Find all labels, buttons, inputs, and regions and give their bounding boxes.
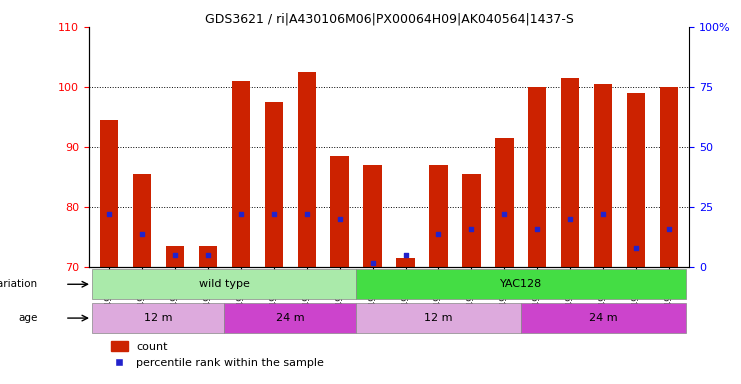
Point (663, 226, 675, 232)
Text: 12 m: 12 m (425, 313, 453, 323)
Bar (199, 246, 216, 267)
Point (103, 211, 115, 217)
Point (333, 216, 345, 222)
Bar (224, 303, 356, 333)
Text: age: age (19, 313, 38, 323)
Bar (521, 303, 686, 333)
Bar (330, 156, 348, 267)
Text: 12 m: 12 m (144, 313, 173, 323)
Legend: count, percentile rank within the sample: count, percentile rank within the sample (107, 336, 329, 372)
Bar (92, 303, 224, 333)
Point (597, 211, 609, 217)
Bar (528, 87, 547, 267)
Bar (364, 165, 382, 267)
Point (169, 252, 181, 258)
Bar (92, 269, 356, 300)
Bar (496, 138, 514, 267)
Point (136, 231, 147, 237)
Text: 24 m: 24 m (589, 313, 618, 323)
Point (399, 252, 411, 258)
Bar (231, 81, 250, 267)
Text: genotype/variation: genotype/variation (0, 279, 38, 289)
Bar (165, 246, 184, 267)
Bar (133, 174, 150, 267)
Point (367, 260, 379, 266)
Point (531, 226, 543, 232)
Bar (356, 269, 686, 300)
Point (202, 252, 213, 258)
Bar (462, 174, 481, 267)
Title: GDS3621 / ri|A430106M06|PX00064H09|AK040564|1437-S: GDS3621 / ri|A430106M06|PX00064H09|AK040… (205, 13, 574, 26)
Point (631, 245, 642, 251)
Point (268, 211, 279, 217)
Point (499, 211, 511, 217)
Bar (396, 258, 414, 267)
Text: YAC128: YAC128 (500, 279, 542, 289)
Bar (265, 102, 282, 267)
Point (565, 216, 576, 222)
Bar (628, 93, 645, 267)
Bar (660, 87, 679, 267)
Bar (297, 72, 316, 267)
Text: 24 m: 24 m (276, 313, 305, 323)
Bar (430, 165, 448, 267)
Point (235, 211, 247, 217)
Bar (594, 84, 613, 267)
Point (433, 231, 445, 237)
Point (465, 226, 477, 232)
Point (301, 211, 313, 217)
Text: wild type: wild type (199, 279, 250, 289)
Bar (356, 303, 521, 333)
Bar (99, 120, 118, 267)
Bar (562, 78, 579, 267)
